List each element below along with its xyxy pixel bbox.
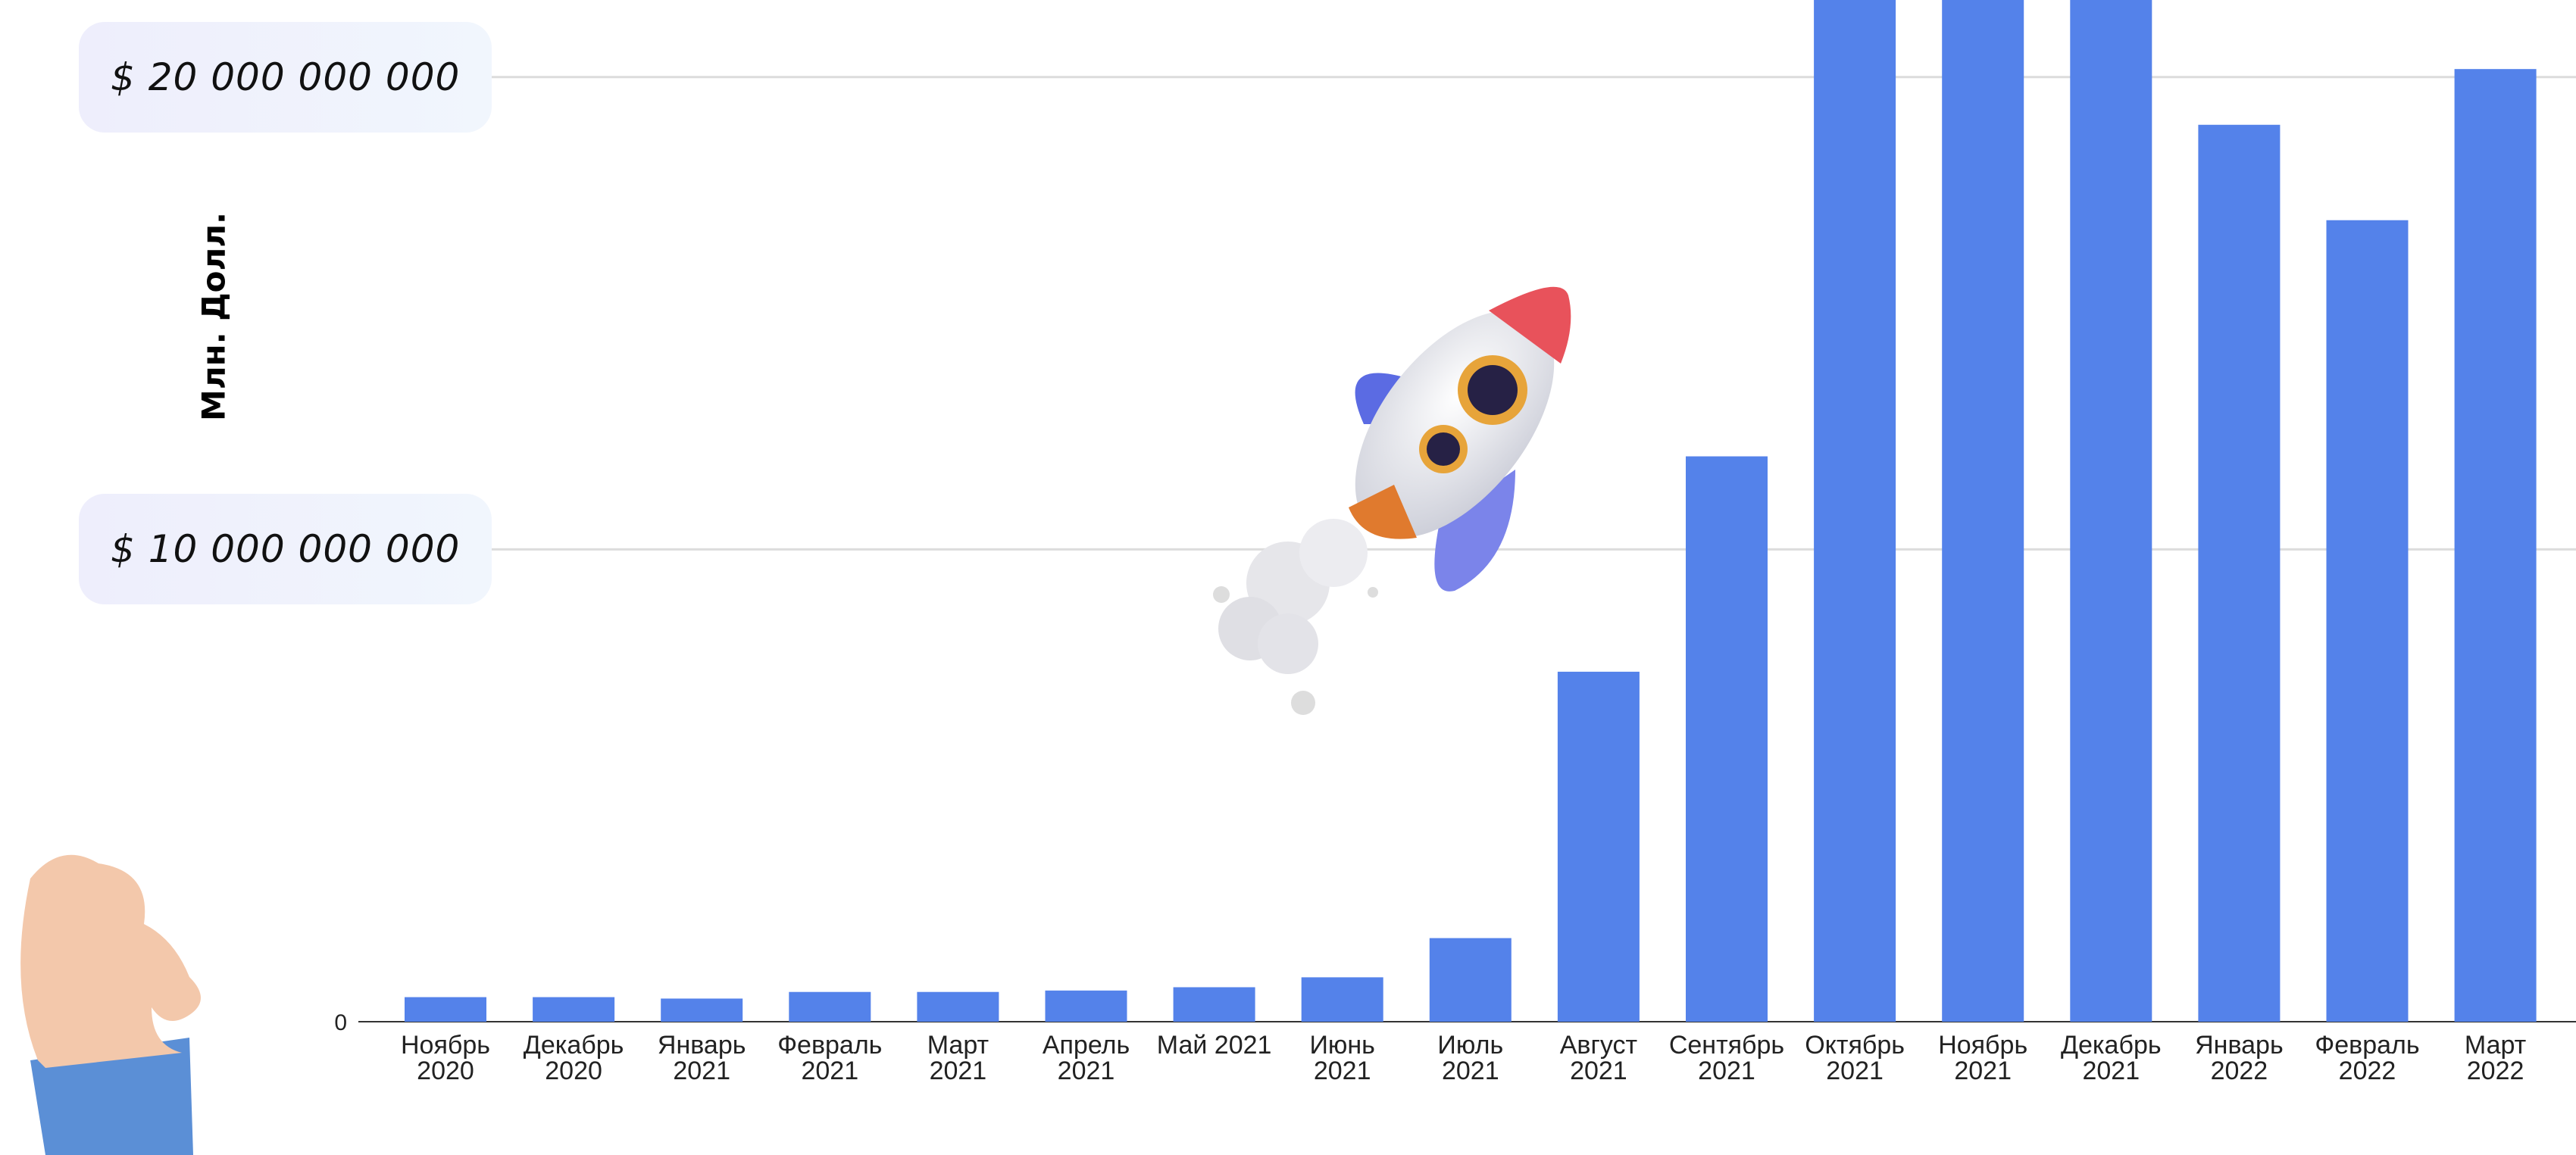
bar [1045,990,1127,1022]
bar [1942,0,2024,1022]
bar [917,991,999,1022]
x-tick-label: Октябрь 2021 [1805,1031,1905,1085]
x-tick-label: Январь 2022 [2195,1031,2284,1085]
x-tick-label: Ноябрь 2021 [1938,1031,2028,1085]
bar [1557,671,1640,1022]
bar [2454,69,2537,1022]
y-tick-label: $ 10 000 000 000 [79,494,492,605]
x-tick-label: Апрель 2021 [1042,1031,1130,1085]
y-tick-label: 0 [334,1010,347,1035]
bar [789,991,871,1022]
bar [661,998,743,1022]
bar [2198,124,2281,1022]
bar [1814,0,1896,1022]
bar [1301,977,1383,1022]
bar [533,997,615,1022]
x-tick-label: Август 2021 [1559,1031,1638,1085]
x-tick-label: Июнь 2021 [1309,1031,1375,1085]
y-tick-label: $ 20 000 000 000 [79,21,492,133]
x-tick-label: Март 2022 [2464,1031,2527,1085]
bar [1173,987,1255,1022]
bar [405,997,486,1022]
bar [1686,456,1768,1022]
bars [405,0,2537,1022]
hand-illustration [20,854,202,1155]
bar [2326,220,2409,1022]
x-tick-label: Май 2021 [1156,1031,1272,1060]
x-tick-label: Март 2021 [927,1031,989,1085]
rocket-illustration [1213,286,1571,715]
x-tick-label: Февраль 2022 [2315,1031,2420,1085]
x-tick-label: Сентябрь 2021 [1668,1031,1785,1085]
x-tick-label: Ноябрь 2020 [401,1031,490,1085]
bar [1429,938,1512,1022]
x-tick-label: Июль 2021 [1437,1031,1504,1085]
x-tick-label: Январь 2021 [657,1031,746,1085]
bar [2070,0,2152,1022]
x-tick-label: Декабрь 2020 [523,1031,624,1085]
x-tick-label: Декабрь 2021 [2061,1031,2162,1085]
y-axis-title: Млн. Долл. [195,212,233,421]
x-tick-label: Февраль 2021 [777,1031,883,1085]
